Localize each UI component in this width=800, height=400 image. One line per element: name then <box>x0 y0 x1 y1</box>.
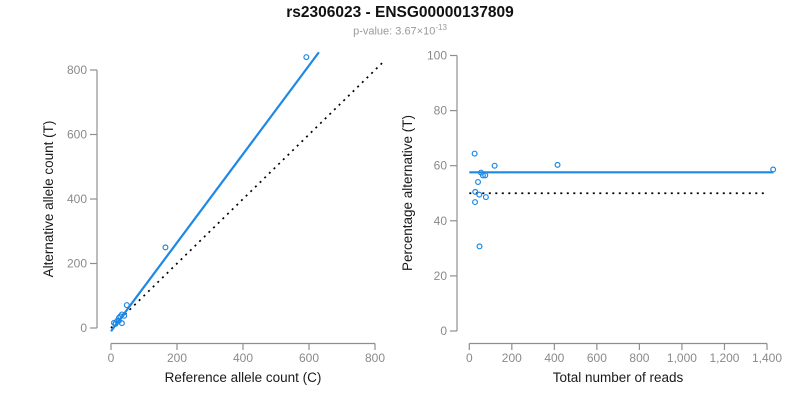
y-tick-label: 20 <box>434 269 448 283</box>
data-point <box>475 178 482 185</box>
data-point <box>471 150 478 157</box>
x-tick-label: 200 <box>502 351 522 365</box>
y-tick-label: 600 <box>67 128 87 142</box>
plot-title: rs2306023 - ENSG00000137809 <box>286 4 514 21</box>
y-tick-label: 400 <box>67 192 87 206</box>
data-point <box>554 161 561 168</box>
data-point <box>770 166 777 173</box>
y-tick-label: 800 <box>67 63 87 77</box>
x-tick-label: 600 <box>299 351 319 365</box>
data-point <box>476 191 483 198</box>
y-axis-title: Percentage alternative (T) <box>400 115 415 271</box>
p-value-text: p-value: 3.67×10 <box>353 25 436 38</box>
data-point <box>482 172 489 179</box>
y-tick-label: 60 <box>434 159 448 173</box>
data-point <box>472 199 479 206</box>
y-tick-label: 40 <box>434 214 448 228</box>
x-tick-label: 200 <box>167 351 187 365</box>
y-tick-label: 80 <box>434 104 448 118</box>
identity-line <box>110 59 386 329</box>
x-tick-label: 800 <box>629 351 649 365</box>
x-tick-label: 1,400 <box>752 351 782 365</box>
x-tick-label: 600 <box>587 351 607 365</box>
p-value-subtitle: p-value: 3.67×10-13 <box>0 23 800 38</box>
data-point <box>476 243 483 250</box>
data-point <box>472 188 479 195</box>
data-point <box>123 302 130 309</box>
y-axis-title: Alternative allele count (T) <box>41 121 56 278</box>
y-tick-label: 100 <box>427 49 447 63</box>
x-tick-label: 400 <box>544 351 564 365</box>
x-tick-label: 1,000 <box>667 351 697 365</box>
y-tick-label: 0 <box>440 324 447 338</box>
x-tick-label: 800 <box>365 351 385 365</box>
p-value-exponent: -13 <box>435 23 447 32</box>
data-point <box>121 312 128 319</box>
data-point <box>303 54 310 61</box>
x-tick-label: 0 <box>466 351 473 365</box>
regression-line <box>110 51 320 332</box>
data-point <box>162 244 169 251</box>
data-point <box>482 194 489 201</box>
x-axis-title: Reference allele count (C) <box>165 370 322 385</box>
x-tick-label: 1,200 <box>709 351 739 365</box>
data-point <box>491 162 498 169</box>
y-tick-label: 200 <box>67 257 87 271</box>
data-point <box>118 320 125 327</box>
x-tick-label: 400 <box>233 351 253 365</box>
y-tick-label: 0 <box>80 321 87 335</box>
x-axis-title: Total number of reads <box>553 370 684 385</box>
data-point <box>479 172 486 179</box>
x-tick-label: 0 <box>108 351 115 365</box>
